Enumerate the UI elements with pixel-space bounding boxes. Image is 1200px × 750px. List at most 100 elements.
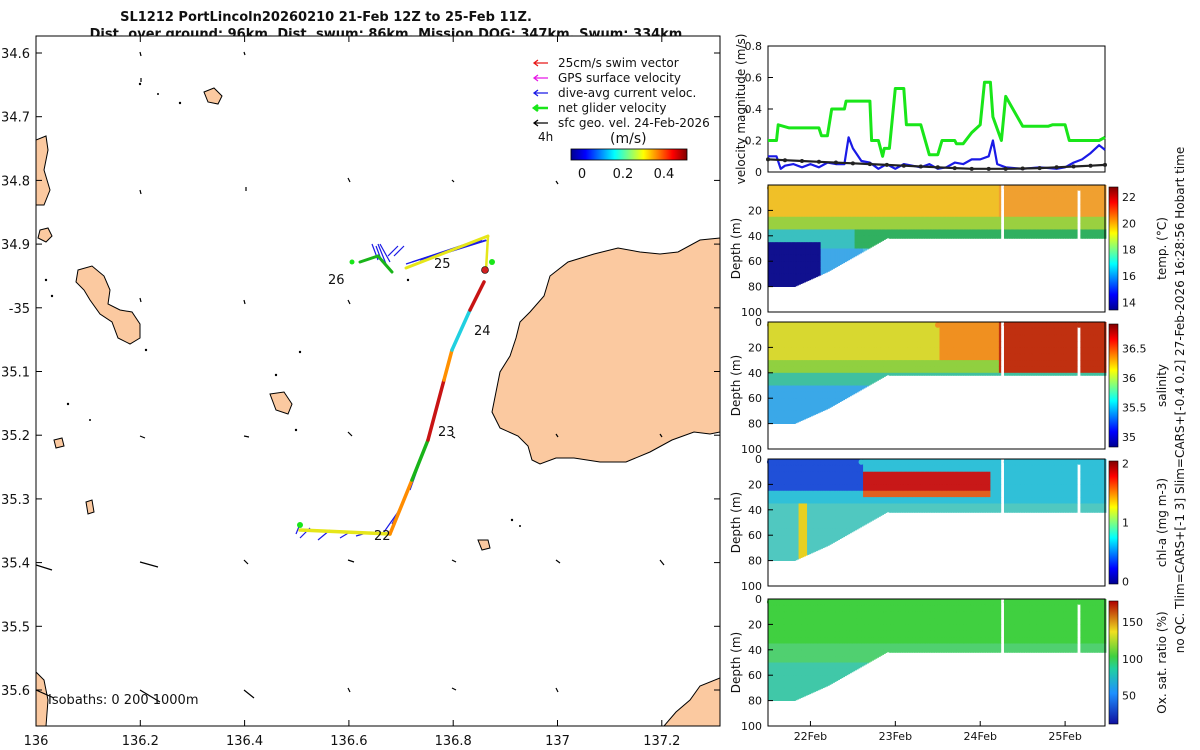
section-cell bbox=[837, 210, 840, 218]
section-cell bbox=[873, 197, 876, 205]
section-cell bbox=[971, 334, 975, 342]
section-cell bbox=[868, 353, 871, 361]
colorbar-tick-label: 35 bbox=[1122, 431, 1136, 444]
section-cell bbox=[908, 223, 912, 230]
section-cell bbox=[822, 404, 825, 412]
section-cell bbox=[1026, 334, 1029, 342]
section-cell bbox=[796, 516, 800, 523]
section-cell bbox=[871, 360, 874, 367]
section-cell bbox=[1009, 360, 1012, 367]
section-cell bbox=[947, 235, 951, 239]
section-cell bbox=[929, 360, 932, 367]
section-cell bbox=[778, 229, 781, 237]
section-cell bbox=[990, 353, 993, 361]
section-cell bbox=[1090, 334, 1093, 342]
section-cell bbox=[771, 478, 774, 485]
section-cell bbox=[1085, 235, 1088, 239]
section-cell bbox=[1034, 360, 1037, 367]
section-cell bbox=[812, 528, 815, 536]
section-cell bbox=[827, 235, 830, 243]
section-cell bbox=[1024, 366, 1027, 374]
section-cell bbox=[783, 503, 786, 511]
section-cell bbox=[839, 353, 842, 361]
map-content: 26 25 24 23 22 bbox=[36, 51, 720, 726]
section-cell bbox=[841, 334, 844, 342]
section-cell bbox=[1014, 341, 1017, 348]
section-cell bbox=[954, 216, 958, 224]
section-cell bbox=[998, 347, 1002, 355]
section-cell bbox=[917, 372, 920, 376]
section-cell bbox=[937, 328, 941, 336]
section-cell bbox=[768, 404, 771, 412]
map-ytick-label: 34.9 bbox=[1, 238, 30, 253]
section-cell bbox=[976, 204, 980, 211]
section-cell bbox=[784, 254, 788, 262]
section-cell bbox=[773, 410, 776, 418]
section-cell bbox=[973, 197, 976, 205]
section-cell bbox=[813, 528, 817, 536]
section-cell bbox=[781, 191, 784, 199]
section-cell bbox=[851, 248, 854, 256]
depth-tick-label: 80 bbox=[748, 418, 762, 431]
section-cell bbox=[946, 341, 949, 348]
section-cell bbox=[788, 535, 791, 542]
section-cell bbox=[825, 229, 829, 237]
section-cell bbox=[784, 229, 788, 237]
section-cell bbox=[881, 229, 885, 237]
section-cell bbox=[992, 347, 995, 355]
section-cell bbox=[1043, 328, 1046, 336]
section-cell bbox=[1065, 235, 1068, 239]
section-cell bbox=[1065, 223, 1068, 230]
section-cell bbox=[813, 273, 817, 278]
section-cell bbox=[1093, 210, 1097, 218]
section-cell bbox=[801, 191, 805, 199]
section-cell bbox=[788, 197, 791, 205]
section-cell bbox=[1093, 223, 1097, 230]
section-cell bbox=[1007, 191, 1010, 199]
section-cell bbox=[773, 484, 776, 492]
section-cell bbox=[812, 398, 815, 405]
section-cell bbox=[800, 509, 803, 517]
speed-colorbar bbox=[570, 148, 688, 161]
section-cell bbox=[975, 197, 978, 205]
section-cell bbox=[824, 366, 827, 374]
section-cell bbox=[778, 210, 781, 218]
section-cell bbox=[808, 465, 812, 473]
section-cell bbox=[1056, 360, 1059, 367]
section-cell bbox=[885, 204, 888, 211]
section-cell bbox=[820, 242, 823, 249]
section-cell bbox=[1099, 328, 1102, 336]
section-cell bbox=[932, 210, 935, 218]
map-ytick-label: 35.1 bbox=[1, 366, 30, 381]
section-cell bbox=[968, 210, 971, 218]
section-cell bbox=[793, 280, 796, 287]
section-cell bbox=[829, 341, 832, 348]
surface-dot bbox=[1099, 185, 1105, 191]
section-cell bbox=[917, 347, 920, 355]
section-cell bbox=[922, 210, 925, 218]
section-cell bbox=[774, 417, 778, 424]
section-cell bbox=[825, 398, 829, 405]
section-cell bbox=[1010, 204, 1014, 211]
section-cell bbox=[769, 516, 772, 523]
section-cell bbox=[869, 353, 873, 361]
section-cell bbox=[897, 353, 900, 361]
section-cell bbox=[1090, 229, 1093, 237]
section-cell bbox=[1066, 341, 1070, 348]
section-cell bbox=[1031, 328, 1034, 336]
section-cell bbox=[1007, 372, 1010, 376]
section-cell bbox=[805, 267, 808, 275]
section-cell bbox=[818, 522, 822, 530]
section-cell bbox=[891, 197, 895, 205]
section-cell bbox=[781, 417, 784, 424]
section-cell bbox=[976, 341, 980, 348]
section-cell bbox=[868, 204, 871, 211]
section-cell bbox=[983, 347, 986, 355]
section-cell bbox=[851, 353, 854, 361]
section-cell bbox=[1073, 334, 1076, 342]
section-cell bbox=[783, 347, 786, 355]
section-cell bbox=[949, 360, 952, 367]
section-cell bbox=[790, 360, 793, 367]
section-cell bbox=[796, 242, 800, 249]
